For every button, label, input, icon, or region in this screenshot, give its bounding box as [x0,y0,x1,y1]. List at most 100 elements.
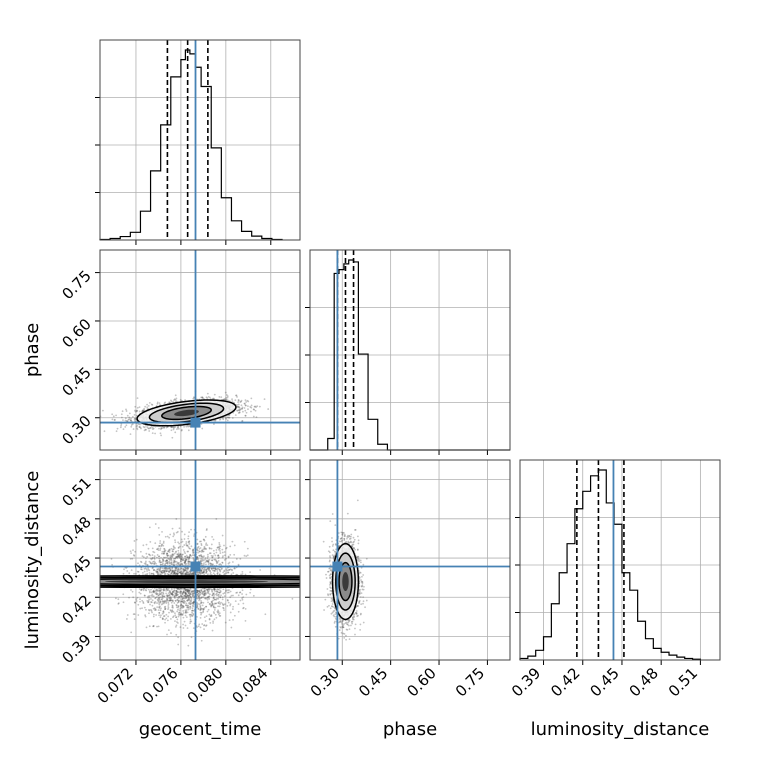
sample-point [211,604,214,606]
sample-point [187,599,190,602]
sample-point [185,558,188,561]
sample-point [170,599,172,602]
sample-point [189,615,192,618]
sample-point [172,570,175,573]
sample-point [238,406,241,409]
sample-point [149,562,152,565]
sample-point [191,611,194,614]
sample-point [226,589,229,592]
sample-point [187,608,190,611]
sample-point [163,426,166,429]
sample-point [209,396,211,399]
sample-point [196,605,199,608]
sample-point [162,593,165,595]
sample-point [205,605,208,608]
sample-point [178,595,180,598]
sample-point [174,612,176,615]
sample-point [165,588,168,590]
sample-point [201,427,204,430]
sample-point [230,568,233,571]
sample-point [201,572,203,574]
sample-point [236,409,239,412]
sample-point [186,591,189,593]
sample-point [200,601,203,604]
sample-point [223,544,225,547]
sample-point [163,548,166,551]
sample-point [184,572,187,575]
sample-point [145,428,147,431]
sample-point [186,599,188,602]
sample-point [160,556,162,559]
sample-point [160,545,163,548]
sample-point [181,571,184,574]
tick-label-y: 0.45 [58,552,94,588]
sample-point [161,570,163,572]
sample-point [161,594,164,597]
sample-point [212,563,214,566]
tick-label-y: 0.60 [58,315,94,351]
sample-point [196,591,199,594]
sample-point [216,546,219,549]
sample-point [151,557,154,560]
sample-point [250,397,253,400]
sample-point [201,563,203,565]
sample-point [214,590,216,593]
sample-point [204,568,206,571]
sample-point [171,592,174,594]
sample-point [207,563,210,566]
sample-point [206,553,209,556]
sample-point [216,597,218,600]
sample-point [178,611,181,614]
sample-point [202,559,205,562]
sample-point [191,549,194,552]
sample-point [166,562,169,565]
sample-point [135,409,138,412]
sample-point [164,549,167,552]
sample-point [184,588,186,591]
sample-point [130,425,133,428]
sample-point [168,596,171,599]
sample-point [237,405,240,408]
sample-point [176,596,179,599]
sample-point [187,550,190,553]
sample-point [153,569,156,571]
sample-point [166,598,169,601]
sample-point [170,593,173,596]
sample-point [229,590,232,593]
sample-point [153,558,156,560]
sample-point [212,622,215,624]
sample-point [199,607,202,610]
sample-point [138,426,141,428]
sample-point [162,595,164,598]
sample-point [156,571,159,574]
sample-point [180,572,183,575]
sample-point [186,588,188,591]
truth-marker [190,417,201,428]
sample-point [172,553,175,556]
sample-point [153,560,156,563]
sample-point [149,541,152,543]
sample-point [218,573,221,576]
sample-point [177,568,179,571]
sample-point [214,602,217,605]
sample-point [166,552,169,555]
sample-point [245,411,248,414]
sample-point [208,547,211,550]
sample-point [204,589,207,592]
sample-point [190,545,193,548]
sample-point [186,556,189,559]
sample-point [186,594,189,597]
sample-point [248,637,251,640]
sample-point [201,549,203,552]
sample-point [216,571,219,574]
sample-point [187,558,190,561]
sample-point [152,625,155,627]
sample-point [168,570,170,573]
sample-point [223,609,225,612]
sample-point [168,589,171,592]
sample-point [182,553,184,556]
sample-point [149,426,152,429]
sample-point [197,607,200,610]
sample-point [241,597,244,600]
sample-point [148,609,151,612]
